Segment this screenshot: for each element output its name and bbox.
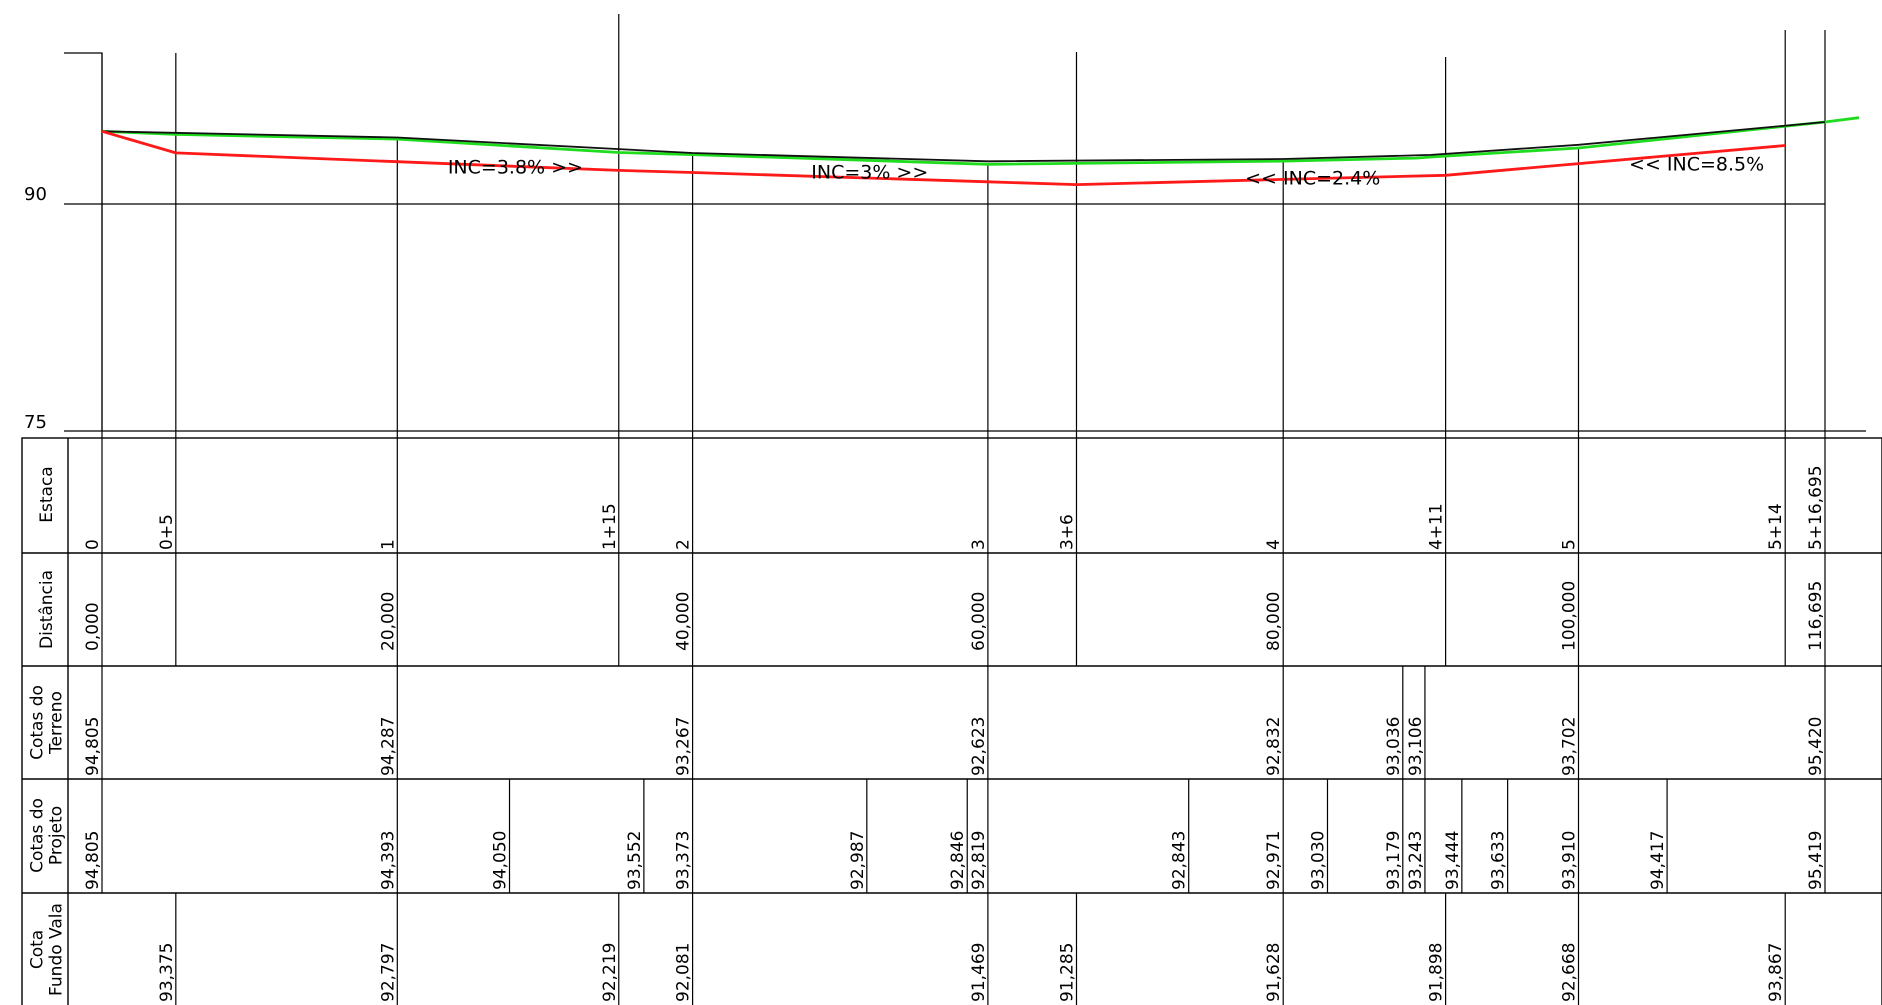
cota-terreno-value: 93,267 [674, 717, 694, 776]
drawing-frame [21, 52, 1882, 1005]
row-label: Cotas do Projeto [28, 798, 67, 873]
profile-series-2 [101, 129, 1786, 187]
estaca-label: 5 [1560, 539, 1580, 550]
cota-projeto-value: 95,419 [1806, 831, 1826, 890]
cota-projeto-value: 93,243 [1406, 831, 1426, 890]
station-lines [101, 14, 1826, 1005]
table-frame [21, 437, 1882, 1005]
table-values: 0 0+5 1 1+15 2 3 3+6 4 4+11 5 5+14 5+16,695 0,000 20,… [83, 465, 1826, 1002]
distancia-value: 40,000 [674, 592, 694, 651]
cota-projeto-value: 93,179 [1384, 831, 1404, 890]
cota-projeto-value: 94,050 [491, 831, 511, 890]
estaca-label: 2 [674, 539, 694, 550]
row-label-line: Projeto [47, 806, 67, 865]
cota-projeto-value: 93,373 [674, 831, 694, 890]
row-label: Distância [37, 570, 57, 649]
cota-terreno-value: 93,036 [1384, 717, 1404, 776]
cota-fundo-vala-value: 92,081 [674, 943, 694, 1002]
cota-terreno-value: 93,702 [1560, 717, 1580, 776]
cota-projeto-value: 94,805 [83, 831, 103, 890]
elevation-label-75: 75 [24, 412, 47, 433]
cota-projeto-value: 92,843 [1170, 831, 1190, 890]
estaca-label: 1 [378, 539, 398, 550]
cota-terreno-value: 92,623 [969, 717, 989, 776]
estaca-label: 3+6 [1058, 514, 1078, 550]
elevation-label-90: 90 [24, 184, 47, 205]
profile-series-0 [101, 116, 1860, 166]
top-left-corner [64, 52, 103, 431]
cota-projeto-value: 93,030 [1309, 831, 1329, 890]
distancia-value: 100,000 [1560, 581, 1580, 651]
cota-projeto-value: 93,444 [1443, 831, 1463, 890]
cota-fundo-vala-value: 91,628 [1264, 943, 1284, 1002]
cota-projeto-value: 94,417 [1648, 831, 1668, 890]
estaca-label: 0 [83, 539, 103, 550]
cota-fundo-vala-value: 93,867 [1766, 943, 1786, 1002]
cota-terreno-value: 92,832 [1264, 717, 1284, 776]
cota-projeto-value: 92,846 [948, 831, 968, 890]
cota-fundo-vala-value: 92,797 [378, 943, 398, 1002]
distancia-value: 116,695 [1806, 581, 1826, 651]
row-label-line: Fundo Vala [47, 903, 67, 996]
cota-terreno-value: 94,805 [83, 717, 103, 776]
row-label: Cotas do Terreno [28, 685, 67, 760]
cota-projeto-value: 92,819 [969, 831, 989, 890]
profile-series-1 [101, 121, 1826, 163]
cota-projeto-value: 93,633 [1489, 831, 1509, 890]
slope-annotation: << INC=8.5% [1629, 154, 1764, 176]
cota-projeto-value: 94,393 [378, 831, 398, 890]
row-label: Estaca [37, 466, 57, 522]
distancia-value: 20,000 [378, 592, 398, 651]
row-label: Cota Fundo Vala [28, 903, 67, 996]
cota-fundo-vala-value: 91,469 [969, 943, 989, 1002]
row-label-line: Distância [37, 570, 57, 649]
distancia-value: 80,000 [1264, 592, 1284, 651]
profile-lines [101, 116, 1860, 187]
row-label-line: Cota [28, 930, 48, 969]
cota-fundo-vala-value: 91,285 [1058, 943, 1078, 1002]
row-label-line: Estaca [37, 466, 57, 522]
estaca-label: 4+11 [1427, 503, 1447, 550]
cota-projeto-value: 93,552 [625, 831, 645, 890]
estaca-label: 3 [969, 539, 989, 550]
row-label-line: Terreno [47, 691, 67, 755]
slope-annotation: << INC=2.4% [1245, 167, 1380, 189]
slope-annotation: INC=3% >> [811, 161, 928, 183]
distancia-value: 60,000 [969, 592, 989, 651]
slope-annotation: INC=3.8% >> [448, 157, 583, 179]
estaca-label: 5+14 [1766, 503, 1786, 550]
cota-terreno-value: 94,287 [378, 717, 398, 776]
row-label-line: Cotas do [28, 798, 48, 873]
cota-fundo-vala-value: 93,375 [157, 943, 177, 1002]
cota-projeto-value: 93,910 [1560, 831, 1580, 890]
estaca-label: 4 [1264, 539, 1284, 550]
estaca-label: 1+15 [600, 503, 620, 550]
cota-fundo-vala-value: 91,898 [1427, 943, 1447, 1002]
cota-terreno-value: 93,106 [1406, 717, 1426, 776]
cota-terreno-value: 95,420 [1806, 717, 1826, 776]
distancia-value: 0,000 [83, 602, 103, 651]
estaca-label: 5+16,695 [1806, 465, 1826, 550]
cota-fundo-vala-value: 92,219 [600, 943, 620, 1002]
estaca-label: 0+5 [157, 514, 177, 550]
row-label-line: Cotas do [28, 685, 48, 760]
cota-projeto-value: 92,971 [1264, 831, 1284, 890]
cota-projeto-value: 92,987 [848, 831, 868, 890]
slope-annotations: INC=3.8% >> INC=3% >> << INC=2.4% << INC=8.… [448, 154, 1764, 190]
cota-fundo-vala-value: 92,668 [1560, 943, 1580, 1002]
